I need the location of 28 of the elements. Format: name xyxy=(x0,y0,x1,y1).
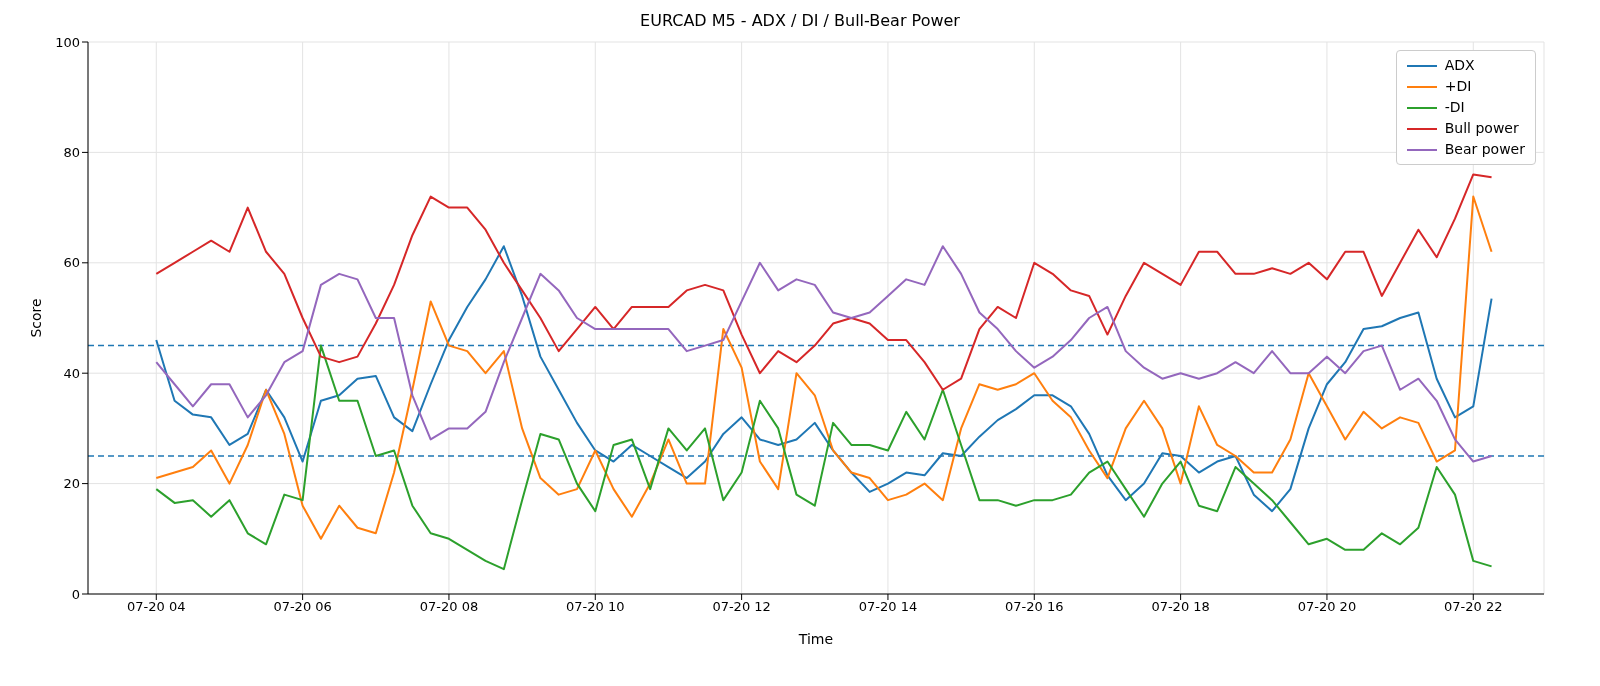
x-tick-label: 07-20 14 xyxy=(858,599,918,615)
legend-label: +DI xyxy=(1444,77,1472,96)
legend-label: Bull power xyxy=(1444,119,1519,138)
line-series xyxy=(155,195,1493,540)
line-series xyxy=(155,245,1493,463)
chart-title: EURCAD M5 - ADX / DI / Bull-Bear Power xyxy=(639,10,961,32)
x-tick-label: 07-20 18 xyxy=(1151,599,1210,615)
line-series xyxy=(155,344,1493,571)
line-series xyxy=(155,173,1493,391)
y-axis-title: Score xyxy=(27,298,44,338)
legend-label: ADX xyxy=(1444,56,1475,75)
y-tick-label: 20 xyxy=(63,476,80,492)
x-tick-label: 07-20 22 xyxy=(1444,599,1503,615)
x-tick-label: 07-20 20 xyxy=(1297,599,1357,615)
y-tick-label: 40 xyxy=(63,365,80,381)
x-tick-label: 07-20 06 xyxy=(273,599,332,615)
x-tick-label: 07-20 04 xyxy=(127,599,186,615)
x-tick-label: 07-20 16 xyxy=(1005,599,1064,615)
legend-label: Bear power xyxy=(1444,140,1525,159)
x-tick-label: 07-20 12 xyxy=(712,599,771,615)
y-tick-label: 80 xyxy=(63,145,80,161)
y-tick-label: 60 xyxy=(63,255,80,271)
y-tick-label: 100 xyxy=(55,34,80,50)
x-tick-label: 07-20 10 xyxy=(566,599,625,615)
legend-label: -DI xyxy=(1444,98,1465,117)
x-tick-label: 07-20 08 xyxy=(419,599,479,615)
x-axis-title: Time xyxy=(797,631,834,647)
y-tick-label: 0 xyxy=(71,586,80,602)
